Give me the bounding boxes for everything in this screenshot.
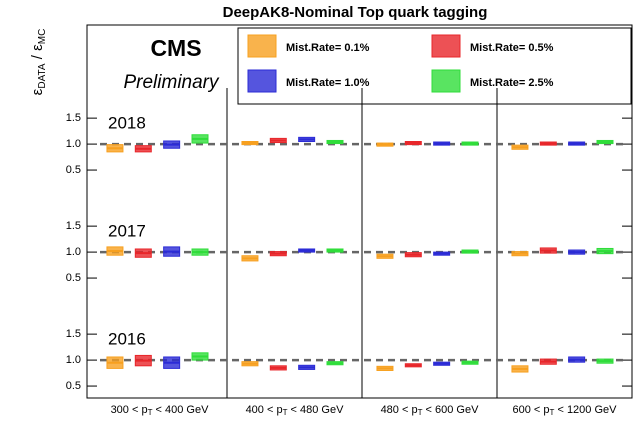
y-tick-label: 0.5 [66,380,81,392]
legend-swatch [247,34,277,58]
x-label-sub: T [283,408,288,417]
legend-swatch [247,69,277,93]
x-label-part: < 400 GeV [152,404,209,416]
x-label-part: < 1200 GeV [554,404,617,416]
panel-label: 2017 [108,221,146,240]
x-label-sub: T [418,408,423,417]
legend-swatch [431,34,461,58]
y-tick-label: 1.5 [66,328,81,340]
x-tick-label: 400 < pT < 480 GeV [246,404,345,417]
y-label-part: / ε [29,44,46,64]
y-label-sub: MC [37,29,48,45]
panel-label: 2018 [108,113,146,132]
y-tick-label: 1.5 [66,112,81,124]
plot-frame [86,24,633,399]
legend-swatch [431,69,461,93]
y-label-part: ε [29,88,46,95]
x-tick-label: 300 < pT < 400 GeV [111,404,210,417]
y-tick-label: 0.5 [66,164,81,176]
chart-title: DeepAK8-Nominal Top quark tagging [223,4,488,21]
y-tick-label: 0.5 [66,272,81,284]
x-label-part: < 480 GeV [287,404,344,416]
x-label-part: 480 < p [381,404,418,416]
y-label-sub: DATA [37,63,48,89]
legend-label: Mist.Rate= 2.5% [470,77,554,89]
y-tick-label: 1.5 [66,220,81,232]
legend-label: Mist.Rate= 0.1% [286,42,370,54]
x-label-sub: T [550,408,555,417]
x-label-part: 600 < p [513,404,550,416]
experiment-label: CMS [150,35,201,61]
x-label-part: 400 < p [246,404,283,416]
x-tick-label: 600 < pT < 1200 GeV [513,404,618,417]
y-axis-label: εDATA / εMC [29,29,48,96]
x-label-sub: T [148,408,153,417]
x-label-part: 300 < p [111,404,148,416]
y-tick-label: 1.0 [66,246,81,258]
legend-label: Mist.Rate= 0.5% [470,42,554,54]
y-tick-label: 1.0 [66,354,81,366]
panel-label: 2016 [108,329,146,348]
x-tick-label: 480 < pT < 600 GeV [381,404,480,417]
x-label-part: < 600 GeV [422,404,479,416]
legend-label: Mist.Rate= 1.0% [286,77,370,89]
status-label: Preliminary [123,72,220,93]
y-tick-label: 1.0 [66,138,81,150]
